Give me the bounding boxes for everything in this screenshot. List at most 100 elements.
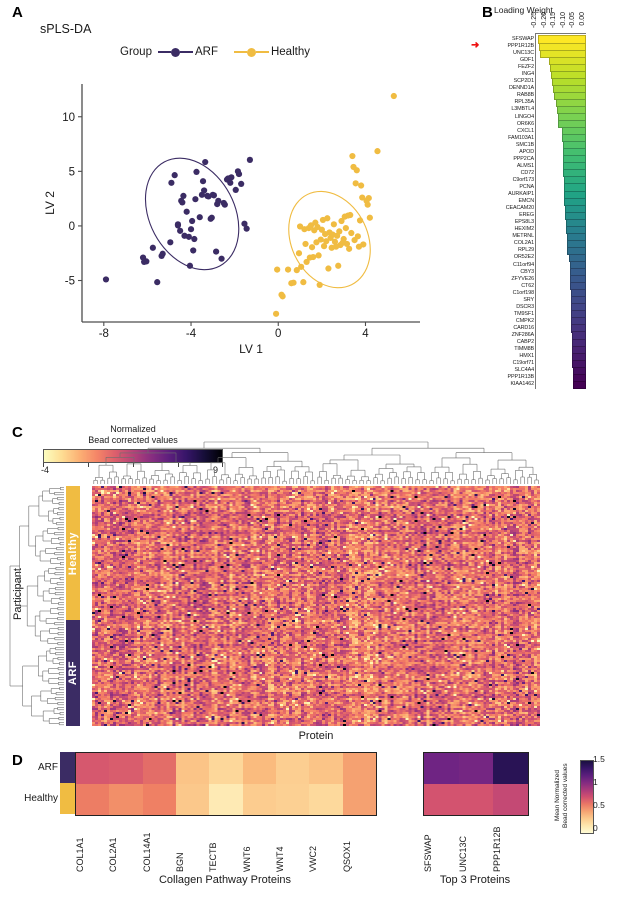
gene-label: FAM103A1 — [508, 134, 534, 141]
gene-label: ZNF286A — [511, 331, 534, 338]
heatmap-cell — [209, 784, 243, 815]
protein-label: PPP1R12B — [492, 826, 503, 872]
legend-line-icon — [179, 50, 193, 54]
gene-label: L3MBTL4 — [511, 106, 534, 113]
svg-text:LV 1: LV 1 — [239, 342, 263, 356]
heatmap-cell — [424, 784, 459, 815]
heatmap-cell — [309, 753, 343, 784]
heatmap-cell — [109, 784, 143, 815]
top3-heatmap-title: Top 3 Proteins — [439, 874, 511, 886]
gene-label: CABP2 — [516, 339, 534, 346]
gene-label: PPP2CA — [513, 155, 534, 162]
column-dendrogram — [92, 440, 540, 484]
protein-label: QSOX1 — [341, 840, 352, 872]
row-dendrogram — [8, 486, 64, 726]
gene-label: OR6K6 — [516, 120, 534, 127]
heatmap-row — [424, 753, 529, 784]
heatmap-row — [76, 753, 376, 784]
panel-d-row-labels: ARF Healthy — [14, 752, 58, 814]
legend-line-icon — [157, 50, 171, 54]
scatter-plot: -8 -4 0 4 -5 0 5 10 LV 1 LV 2 — [44, 78, 426, 356]
gene-label: HMX1 — [519, 353, 534, 360]
gene-label: CMPK2 — [515, 317, 534, 324]
protein-label: BGN — [174, 852, 185, 872]
gene-label: RPL29 — [518, 247, 534, 254]
panel-a-spls-da: A sPLS-DA Group ARF Healthy -8 -4 0 4 -5 0 5 10… — [0, 0, 470, 418]
heatmap-cell — [493, 784, 529, 815]
heatmap-cell — [275, 784, 310, 815]
protein-label: WNT6 — [241, 846, 252, 873]
gene-label: EMCN — [518, 198, 535, 205]
gene-label: COL2A1 — [513, 240, 534, 247]
panel-b-gene-labels: SFSWAP PPP1R12B UNC13C GDF1 FEZF2 ING4 SCP2D1 D… — [472, 36, 534, 388]
colorbar-title-line1: Mean Normalized — [554, 770, 561, 822]
heatmap-cell — [275, 753, 310, 784]
heatmap-cell — [175, 753, 210, 784]
colorbar-max-label: 9 — [213, 465, 219, 475]
legend-dot-icon — [246, 47, 256, 57]
legend-key-arf: ARF — [157, 46, 218, 58]
gene-label: AURKAIP1 — [508, 191, 534, 198]
collagen-heatmap-title: Collagen Pathway Proteins — [158, 874, 292, 886]
protein-label: COL1A1 — [75, 837, 85, 872]
gene-label: KIAA1462 — [510, 381, 535, 388]
gene-label: RAB8B — [516, 92, 534, 99]
svg-text:10: 10 — [62, 112, 75, 124]
heatmap-cell — [242, 784, 276, 815]
gene-label: CT62 — [521, 282, 534, 289]
heatmap-grid — [92, 486, 541, 727]
heatmap-cell — [76, 753, 110, 784]
gene-label: SFSWAP — [512, 36, 534, 42]
gene-label: ING4 — [521, 71, 534, 78]
protein-label: VWC2 — [308, 845, 319, 872]
gene-label: GDF1 — [520, 57, 534, 64]
panel-b-loadings: B Loading Weight -0.25 -0.20 -0.15 -0.10 -0.… — [470, 0, 621, 418]
row-group-healthy: Healthy — [66, 486, 80, 621]
panel-a-letter: A — [12, 4, 23, 21]
colorbar-tick-label: 0.5 — [593, 800, 605, 810]
gene-label: LINGO4 — [514, 113, 534, 120]
protein-label: SFSWAP — [423, 834, 433, 872]
gene-label: HEXIM2 — [514, 226, 535, 233]
gene-label: TIMM8B — [514, 346, 534, 353]
gene-label: C9orf173 — [512, 176, 534, 183]
gene-label: UNC13C — [513, 50, 534, 57]
top3-heatmap — [423, 752, 529, 816]
panel-b-letter: B — [482, 4, 493, 21]
gene-label: ALMS1 — [516, 162, 534, 169]
protein-label: COL14A1 — [141, 832, 152, 872]
heatmap-cell — [493, 753, 529, 784]
heatmap-cell — [342, 784, 376, 815]
svg-text:4: 4 — [362, 328, 369, 340]
heatmap-cell — [209, 753, 243, 784]
gene-label: PPP1R13B — [507, 374, 535, 381]
svg-text:0: 0 — [69, 221, 75, 233]
legend-line-icon — [255, 50, 269, 54]
collagen-heatmap — [75, 752, 377, 816]
gene-label: SCP2D1 — [513, 78, 534, 85]
gene-label: APOD — [519, 148, 534, 155]
gene-label: DENND1A — [508, 85, 534, 92]
panel-d-row-label: ARF — [38, 762, 58, 773]
gene-label: OR52E2 — [513, 254, 534, 261]
heatmap-cell — [142, 753, 176, 784]
svg-text:5: 5 — [69, 166, 75, 178]
gene-label: METRNL — [512, 233, 534, 240]
protein-label: TECTB — [208, 842, 219, 872]
heatmap-cell — [458, 784, 494, 815]
protein-label: WNT4 — [274, 846, 285, 873]
panel-c-letter: C — [12, 424, 23, 441]
protein-label: UNC13C — [457, 835, 468, 872]
top3-protein-labels: SFSWAP UNC13C PPP1R12B — [423, 816, 527, 872]
gene-label: EREG — [519, 212, 534, 219]
red-arrow-icon: ➜ — [471, 39, 480, 51]
legend-dot-icon — [170, 47, 180, 57]
colorbar-title-line2: Bead corrected values — [88, 435, 178, 445]
gene-label: CBY3 — [520, 268, 534, 275]
legend-line-icon — [233, 50, 247, 54]
panel-d-mean-heatmaps: D ARF Healthy COL1A1 COL2A1 COL14A1 BGN TECTB… — [0, 740, 621, 900]
gene-label: CD72 — [520, 169, 534, 176]
legend-key-healthy: Healthy — [233, 46, 310, 58]
panel-d-colorbar: Mean Normalized Bead corrected values 1.… — [554, 754, 618, 834]
row-group-label: Healthy — [67, 531, 79, 575]
